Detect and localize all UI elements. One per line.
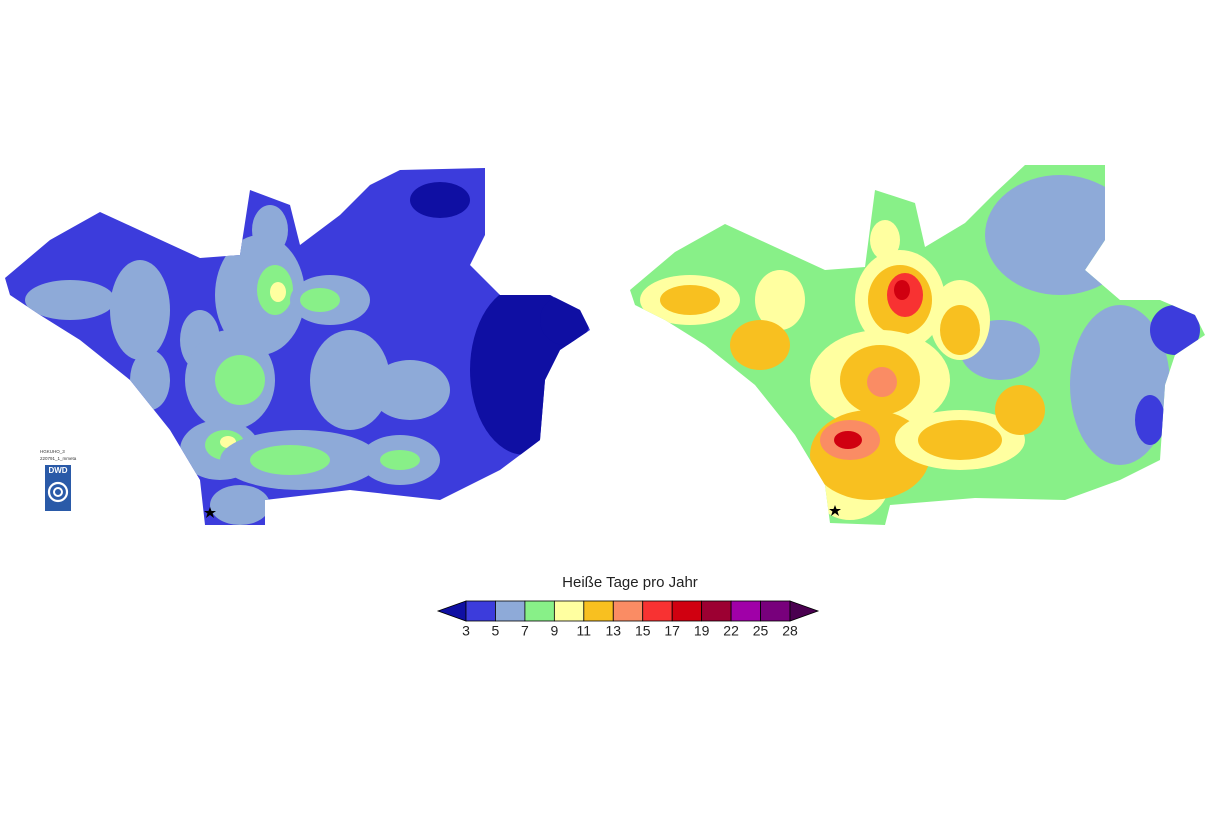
colorbar-box bbox=[671, 600, 703, 622]
logo-spiral bbox=[47, 481, 69, 503]
colorbar-box bbox=[730, 600, 761, 622]
colorbar-tick-label: 5 bbox=[492, 623, 500, 639]
map-region bbox=[940, 305, 980, 355]
map-region bbox=[870, 220, 900, 260]
map-label: HGKUHO_3 bbox=[40, 449, 65, 454]
map-region bbox=[540, 295, 590, 345]
colorbar-tick-label: 3 bbox=[462, 623, 470, 639]
map-region bbox=[755, 270, 805, 330]
map-region bbox=[894, 280, 910, 300]
colorbar-tick-label: 28 bbox=[782, 623, 798, 639]
map-region bbox=[370, 360, 450, 420]
colorbar-box bbox=[583, 600, 614, 622]
map-region bbox=[270, 282, 286, 302]
colorbar-tick-label: 22 bbox=[723, 623, 739, 639]
colorbar-box bbox=[642, 600, 673, 622]
colorbar-box bbox=[495, 600, 526, 622]
map-region bbox=[410, 182, 470, 218]
map-region bbox=[380, 450, 420, 470]
map-region bbox=[730, 320, 790, 370]
colorbar-tick-label: 13 bbox=[605, 623, 621, 639]
map-region bbox=[1135, 395, 1165, 445]
colorbar-tick-label: 9 bbox=[550, 623, 558, 639]
map-region bbox=[210, 485, 270, 525]
colorbar-arrow bbox=[789, 600, 820, 622]
map-region bbox=[130, 350, 170, 410]
colorbar-box bbox=[524, 600, 555, 622]
map-region bbox=[1150, 305, 1200, 355]
colorbar-tick-label: 19 bbox=[694, 623, 710, 639]
colorbar-tick-label: 11 bbox=[577, 623, 592, 639]
map-region bbox=[25, 280, 115, 320]
map-region bbox=[660, 285, 720, 315]
colorbar-box bbox=[612, 600, 644, 622]
colorbar-tick-label: 15 bbox=[635, 623, 651, 639]
map-region bbox=[995, 385, 1045, 435]
map-region bbox=[834, 431, 862, 449]
colorbar-box bbox=[760, 600, 791, 622]
map-left bbox=[5, 168, 590, 525]
map-label: 220791_1_mmeta bbox=[40, 456, 77, 461]
colorbar: 3 5 7 9 11 13 15 17 19 22 25 28 bbox=[436, 600, 820, 639]
colorbar-box bbox=[465, 600, 496, 622]
map-region bbox=[250, 445, 330, 475]
legend-title: Heiße Tage pro Jahr bbox=[562, 574, 698, 591]
map-region bbox=[300, 288, 340, 312]
colorbar-tick-label: 7 bbox=[521, 623, 529, 639]
colorbar-box bbox=[701, 600, 732, 622]
logo-text: DWD bbox=[48, 466, 67, 475]
map-right bbox=[630, 165, 1205, 525]
station-marker bbox=[204, 507, 216, 518]
map-region bbox=[110, 260, 170, 360]
station-marker bbox=[829, 505, 841, 516]
map-region bbox=[867, 367, 897, 397]
dwd-logo: DWD bbox=[45, 465, 71, 511]
map-region bbox=[310, 330, 390, 430]
colorbar-box bbox=[553, 600, 585, 622]
logo-spiral bbox=[53, 487, 63, 497]
colorbar-arrow bbox=[436, 600, 467, 622]
colorbar-tick-label: 17 bbox=[664, 623, 680, 639]
map-region bbox=[252, 205, 288, 255]
map-region bbox=[985, 175, 1135, 295]
map-region bbox=[215, 355, 265, 405]
map-region bbox=[918, 420, 1002, 460]
colorbar-tick-label: 25 bbox=[753, 623, 769, 639]
